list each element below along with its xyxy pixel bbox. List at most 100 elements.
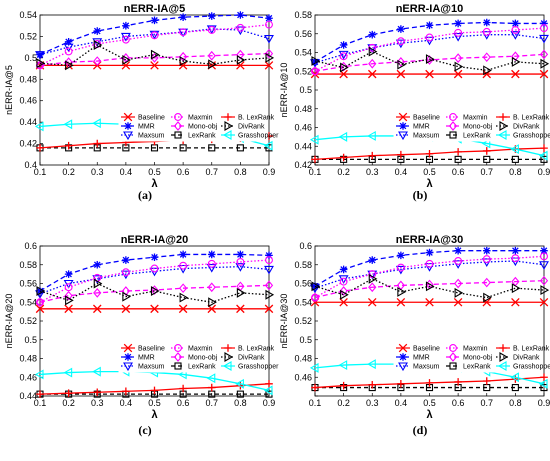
data-point <box>396 297 406 307</box>
legend-item-grasshopper: Grasshopper <box>221 130 279 140</box>
legend-item-baseline: Baseline <box>396 343 440 353</box>
chart-title: nERR-IA@20 <box>121 234 189 246</box>
legend-label: Grasshopper <box>513 364 550 371</box>
legend-marker <box>173 121 183 131</box>
legend-marker <box>174 131 182 139</box>
legend: Baseline MMR Maxsum Maxmin Mono-obj LexRank B.… <box>118 110 279 142</box>
data-point <box>482 18 491 27</box>
chart-title: nERR-IA@10 <box>396 3 464 15</box>
legend-item-maxmin: Maxmin <box>446 113 488 122</box>
data-point <box>310 66 320 77</box>
data-point <box>540 373 548 382</box>
data-point <box>150 285 159 295</box>
y-tick-label: 0.54 <box>294 48 312 58</box>
y-tick-label: 0.46 <box>294 123 312 133</box>
y-tick-label: 0.58 <box>19 260 37 270</box>
data-point <box>207 50 216 61</box>
legend-item-mmr: MMR <box>396 353 430 362</box>
series-b-lexrank <box>311 373 548 392</box>
data-point <box>425 259 434 268</box>
y-tick-label: 0.5 <box>299 335 312 345</box>
x-tick-label: 0.8 <box>234 167 247 177</box>
legend-box <box>393 110 543 142</box>
legend-label: Mono-obj <box>188 355 218 362</box>
data-point <box>482 246 491 255</box>
data-point <box>207 26 216 34</box>
legend-marker <box>224 113 232 121</box>
data-point <box>64 270 73 278</box>
legend-label: B. LexRank <box>238 346 275 353</box>
legend-label: Baseline <box>413 115 440 122</box>
x-tick-label: 0.6 <box>452 167 465 177</box>
data-point <box>454 148 462 156</box>
data-point <box>339 41 348 49</box>
data-point <box>368 282 377 293</box>
chart-panel-1: nERR-IA@5 0.1 0.2 0.3 0.4 0.5 0.6 0.7 0.8 0.9 0.4 0… <box>4 3 279 202</box>
data-point <box>368 380 377 389</box>
data-point <box>454 28 463 37</box>
data-point <box>36 58 46 69</box>
series-line <box>314 27 545 72</box>
series-baseline <box>310 69 549 79</box>
legend-item-grasshopper: Grasshopper <box>221 361 279 371</box>
y-tick-label: 0.46 <box>19 96 37 106</box>
legend-marker <box>224 121 234 131</box>
x-tick-label: 0.4 <box>395 167 408 177</box>
x-tick-label: 0.3 <box>366 398 379 408</box>
legend-label: DivRank <box>513 355 540 362</box>
data-point <box>368 273 378 284</box>
data-point <box>538 378 548 389</box>
data-point <box>265 251 273 260</box>
data-point <box>92 38 103 47</box>
data-point <box>264 304 274 314</box>
y-tick-label: 0.56 <box>294 279 312 289</box>
series-divrank <box>311 46 550 76</box>
legend-item-divrank: DivRank <box>496 352 540 362</box>
data-point <box>454 53 463 63</box>
data-point <box>150 49 160 60</box>
data-point <box>511 19 520 28</box>
data-point <box>511 384 519 392</box>
legend-marker <box>222 361 232 371</box>
data-point <box>454 19 462 28</box>
legend-label: Maxmin <box>188 346 213 353</box>
chart-title: nERR-IA@5 <box>124 3 185 15</box>
x-tick-label: 0.4 <box>120 167 133 177</box>
data-point <box>311 58 319 66</box>
data-point <box>264 280 274 291</box>
data-point <box>263 140 273 151</box>
data-point <box>311 383 319 392</box>
legend-item-maxsum: Maxsum <box>396 362 440 372</box>
data-point <box>539 34 549 44</box>
legend-label: Maxmin <box>463 115 488 122</box>
legend-marker <box>449 344 457 352</box>
data-point <box>340 289 349 300</box>
x-tick-label: 0.5 <box>148 167 161 177</box>
series-divrank <box>311 273 550 303</box>
data-point <box>122 291 131 302</box>
x-tick-label: 0.2 <box>62 167 75 177</box>
legend-marker <box>499 121 509 131</box>
legend-marker <box>499 344 507 352</box>
x-tick-label: 0.5 <box>423 398 436 408</box>
data-point <box>310 292 320 303</box>
data-point <box>425 33 434 42</box>
legend-label: LexRank <box>188 133 216 140</box>
legend-item-maxsum: Maxsum <box>121 131 165 141</box>
data-point <box>368 256 377 264</box>
data-point <box>367 297 377 307</box>
data-point <box>539 69 549 79</box>
y-tick-label: 0.56 <box>294 29 312 39</box>
data-point <box>483 155 491 163</box>
data-point <box>93 139 102 148</box>
x-tick-label: 0.2 <box>337 398 350 408</box>
legend-marker <box>124 122 132 130</box>
data-point <box>36 390 44 398</box>
data-point <box>36 50 44 59</box>
y-tick-label: 0.48 <box>19 354 37 364</box>
data-point <box>65 60 74 71</box>
x-axis-label: λ <box>151 178 157 190</box>
legend-item-mono-obj: Mono-obj <box>446 352 493 362</box>
data-point <box>454 278 463 289</box>
